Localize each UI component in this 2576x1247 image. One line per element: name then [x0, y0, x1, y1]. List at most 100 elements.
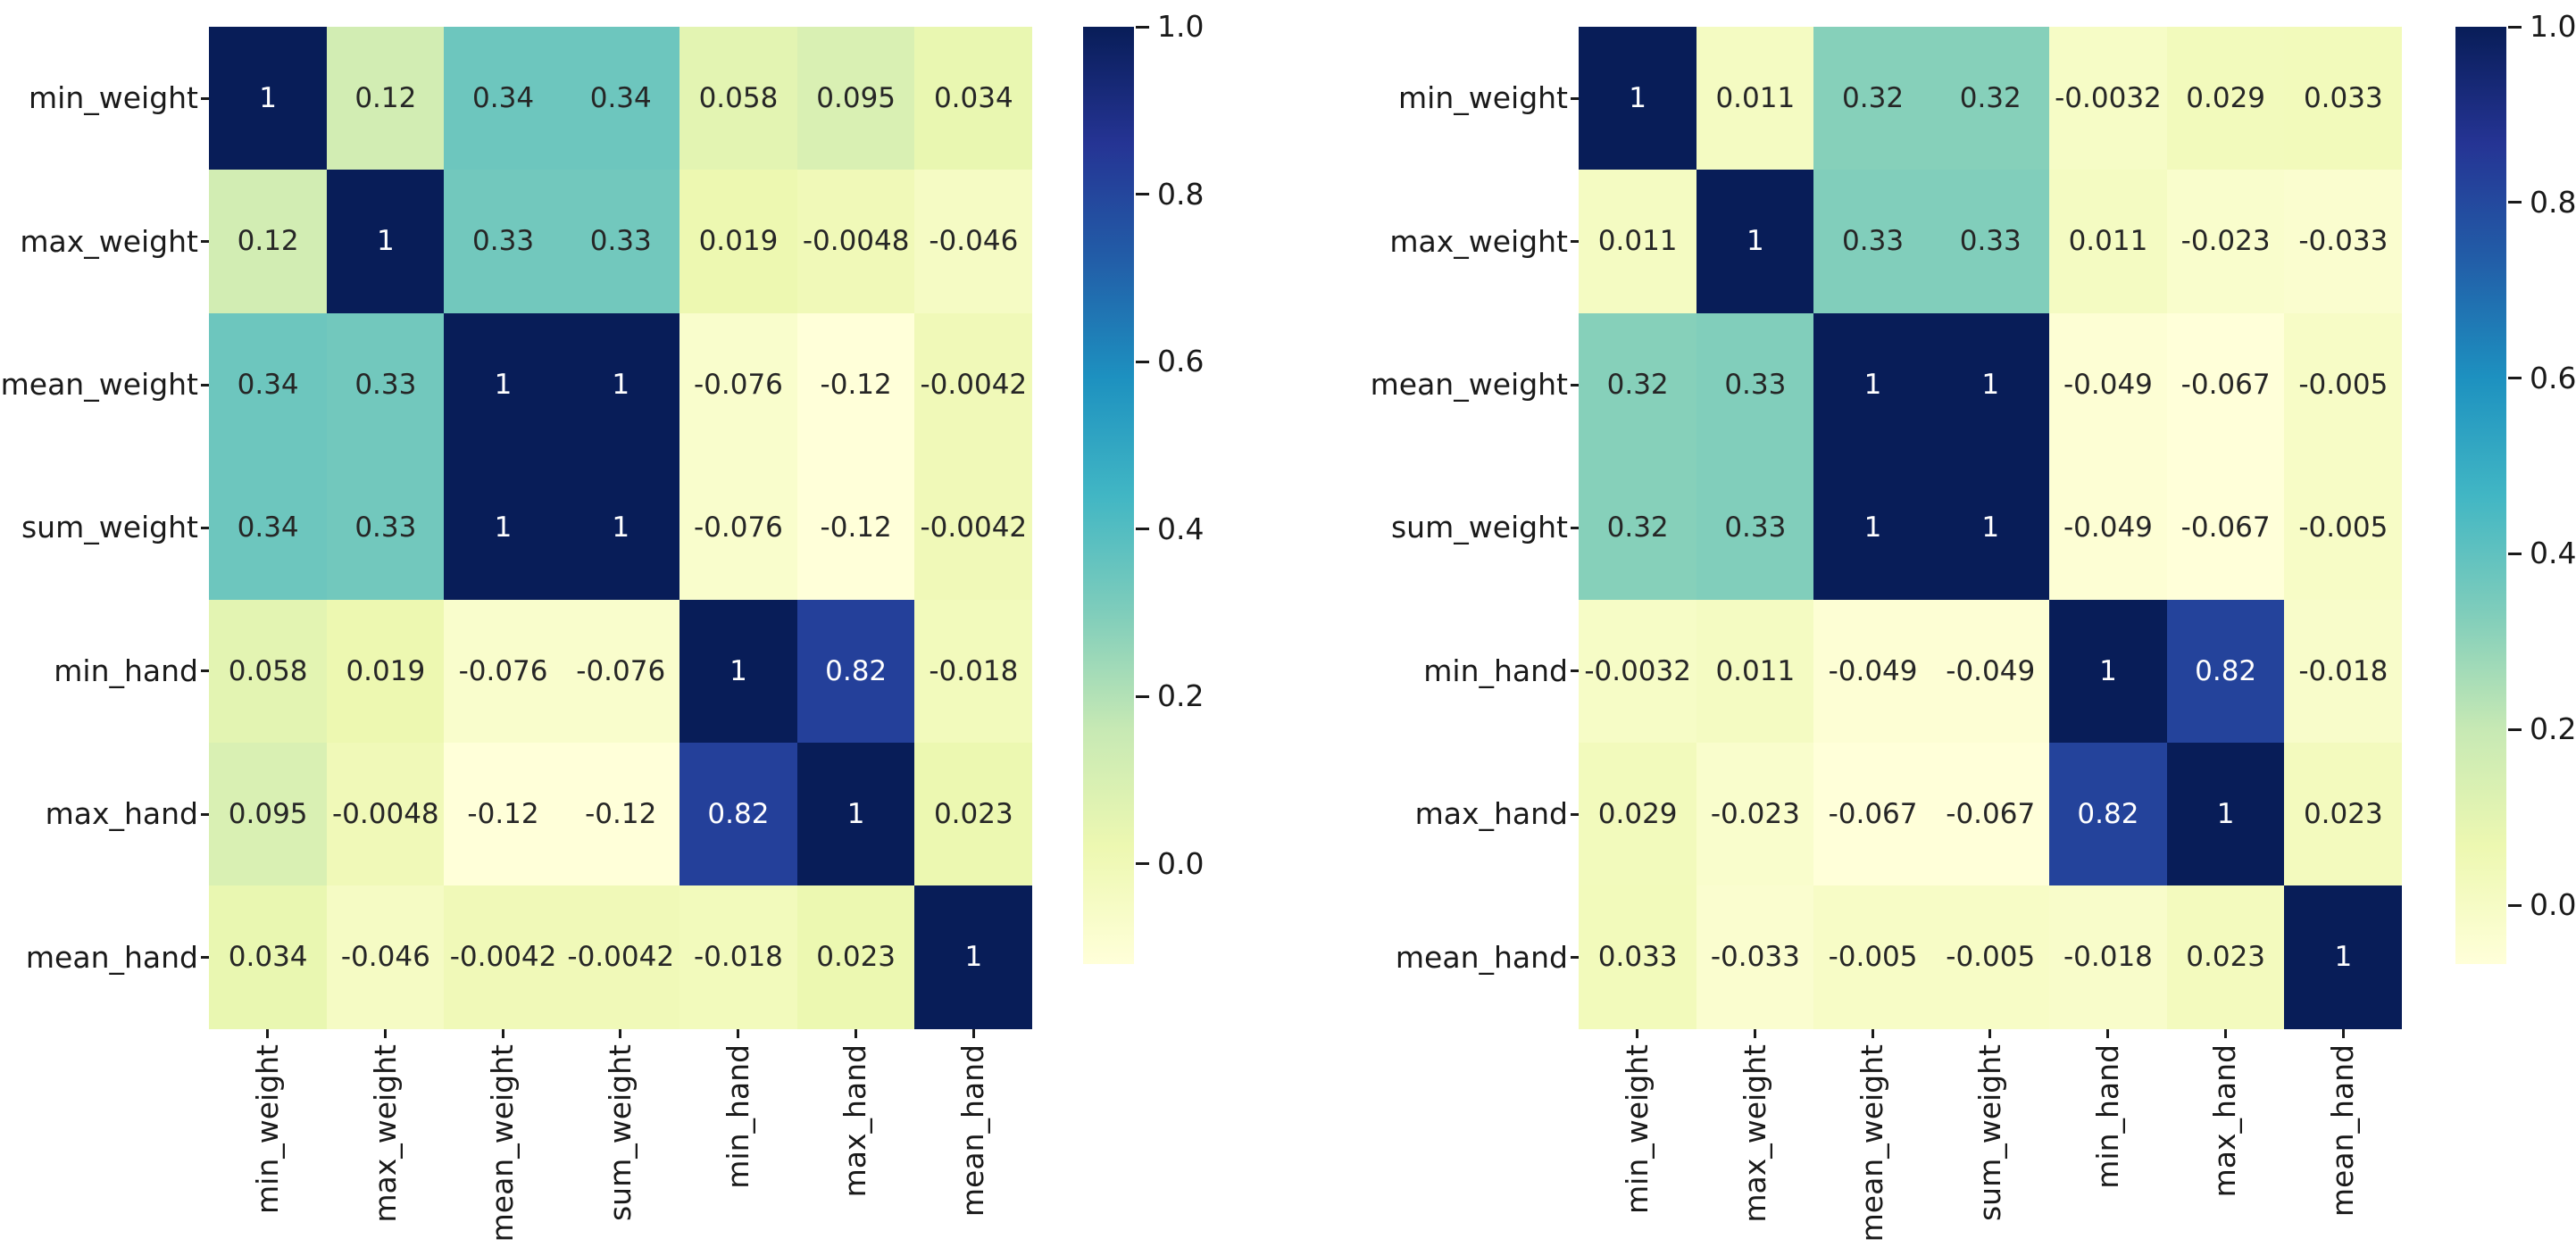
x-tick-label: min_hand: [2089, 1043, 2125, 1189]
y-tick-label: min_hand: [1423, 653, 1568, 688]
heatmap-cell: 0.82: [679, 743, 798, 886]
heatmap-cell: 1: [1579, 27, 1697, 170]
heatmap-cell: 1: [1696, 170, 1814, 314]
heatmap-cell: 1: [209, 27, 328, 170]
heatmap-cell: 0.029: [1579, 743, 1697, 886]
heatmap-cell: -0.049: [2048, 456, 2168, 601]
colorbar-tick-mark: [1136, 193, 1149, 195]
y-tick-label: sum_weight: [21, 510, 198, 545]
heatmap-cell: 1: [326, 170, 445, 314]
heatmap-cell: -0.046: [914, 170, 1033, 314]
heatmap-cell: 0.019: [326, 599, 445, 744]
colorbar-tick-label: 0.8: [1157, 176, 1205, 212]
heatmap-cell: 0.34: [444, 27, 563, 170]
heatmap-cell: 0.058: [679, 27, 798, 170]
heatmap-cell: 1: [1813, 456, 1932, 601]
heatmap-cell: 0.034: [209, 885, 328, 1030]
colorbar-tick-label: 1.0: [1157, 9, 1205, 44]
y-tick-mark: [201, 240, 209, 244]
y-tick-mark: [1571, 669, 1579, 673]
y-tick-label: max_weight: [1389, 223, 1568, 259]
heatmap-cell: 1: [1931, 456, 2050, 601]
colorbar-gradient: [1083, 27, 1134, 964]
y-tick-label: mean_hand: [25, 939, 198, 975]
heatmap-cell: 0.011: [1696, 27, 1814, 170]
heatmap-cell: 1: [2166, 743, 2285, 886]
heatmap-cell: 0.011: [1579, 170, 1697, 314]
heatmap-cell: -0.076: [444, 599, 563, 744]
x-tick-mark: [854, 1028, 857, 1038]
heatmap-cell: -0.033: [1696, 885, 1814, 1030]
colorbar-tick-label: 0.0: [2530, 887, 2576, 923]
heatmap-cell: -0.0042: [444, 885, 563, 1030]
x-tick-mark: [266, 1028, 270, 1038]
y-tick-label: sum_weight: [1390, 510, 1568, 545]
heatmap-cell: 0.12: [326, 27, 445, 170]
x-tick-mark: [1636, 1028, 1639, 1038]
y-tick-mark: [1571, 240, 1579, 244]
x-tick-label: max_weight: [367, 1043, 403, 1223]
colorbar-tick-mark: [2508, 377, 2522, 380]
heatmap-cell: -0.067: [2166, 456, 2285, 601]
heatmap-cell: -0.005: [2284, 456, 2403, 601]
heatmap-cell: -0.049: [1931, 599, 2050, 744]
heatmap-cell: 1: [1931, 312, 2050, 457]
x-tick-mark: [619, 1028, 622, 1038]
colorbar-tick-label: 0.8: [2530, 184, 2576, 220]
heatmap-cell: 0.029: [2166, 27, 2285, 170]
y-tick-label: min_hand: [54, 653, 198, 688]
colorbar-tick-label: 1.0: [2530, 9, 2576, 44]
heatmap-cell: 0.033: [1579, 885, 1697, 1030]
heatmap-cell: -0.049: [2048, 312, 2168, 457]
y-tick-label: min_weight: [29, 80, 198, 116]
x-tick-label: max_hand: [2207, 1043, 2243, 1198]
colorbar-tick-mark: [1136, 528, 1149, 530]
y-tick-label: mean_hand: [1395, 939, 1568, 975]
heatmap-cell: 0.32: [1931, 27, 2050, 170]
heatmap-cell: -0.0048: [326, 743, 445, 886]
heatmap-cell: -0.0042: [914, 456, 1033, 601]
colorbar-gradient: [2455, 27, 2506, 964]
heatmap-cell: -0.0048: [796, 170, 915, 314]
heatmap-cell: 0.33: [1931, 170, 2050, 314]
heatmap-cell: -0.023: [1696, 743, 1814, 886]
heatmap-cell: 1: [562, 312, 680, 457]
colorbar-tick-mark: [2508, 552, 2522, 555]
x-tick-mark: [2341, 1028, 2345, 1038]
heatmap-cell: 0.33: [1696, 456, 1814, 601]
colorbar-tick-label: 0.4: [1157, 511, 1205, 546]
colorbar-tick-label: 0.4: [2530, 536, 2576, 571]
heatmap-cell: 0.019: [679, 170, 798, 314]
y-tick-label: mean_weight: [0, 367, 198, 402]
heatmap-cell: -0.018: [2048, 885, 2168, 1030]
heatmap-cell: -0.0042: [914, 312, 1033, 457]
x-tick-label: mean_hand: [2325, 1043, 2361, 1217]
x-tick-label: max_hand: [838, 1043, 873, 1198]
heatmap-cell: -0.023: [2166, 170, 2285, 314]
heatmap-cell: -0.033: [2284, 170, 2403, 314]
heatmap-cell: 1: [2284, 885, 2403, 1030]
heatmap-cell: -0.067: [1813, 743, 1932, 886]
heatmap-cell: 0.33: [1813, 170, 1932, 314]
y-tick-label: min_weight: [1398, 80, 1568, 116]
heatmap-cell: 0.32: [1813, 27, 1932, 170]
heatmap-cell: 0.034: [914, 27, 1033, 170]
heatmap-cell: 0.32: [1579, 312, 1697, 457]
heatmap-cell: -0.018: [914, 599, 1033, 744]
heatmap-cell: -0.018: [2284, 599, 2403, 744]
y-tick-label: max_hand: [45, 796, 198, 832]
heatmap-cell: -0.067: [1931, 743, 2050, 886]
x-tick-mark: [384, 1028, 388, 1038]
heatmap-cell: 1: [562, 456, 680, 601]
colorbar-tick-label: 0.2: [1157, 678, 1205, 713]
y-tick-label: mean_weight: [1370, 367, 1568, 402]
colorbar-tick-label: 0.6: [1157, 344, 1205, 378]
heatmap-cell: -0.049: [1813, 599, 1932, 744]
heatmap-cell: 0.32: [1579, 456, 1697, 601]
heatmap-cell: -0.12: [796, 456, 915, 601]
y-tick-mark: [201, 96, 209, 100]
heatmap-cell: 0.34: [562, 27, 680, 170]
heatmap-cell: 0.33: [562, 170, 680, 314]
colorbar-tick-mark: [2508, 903, 2522, 907]
